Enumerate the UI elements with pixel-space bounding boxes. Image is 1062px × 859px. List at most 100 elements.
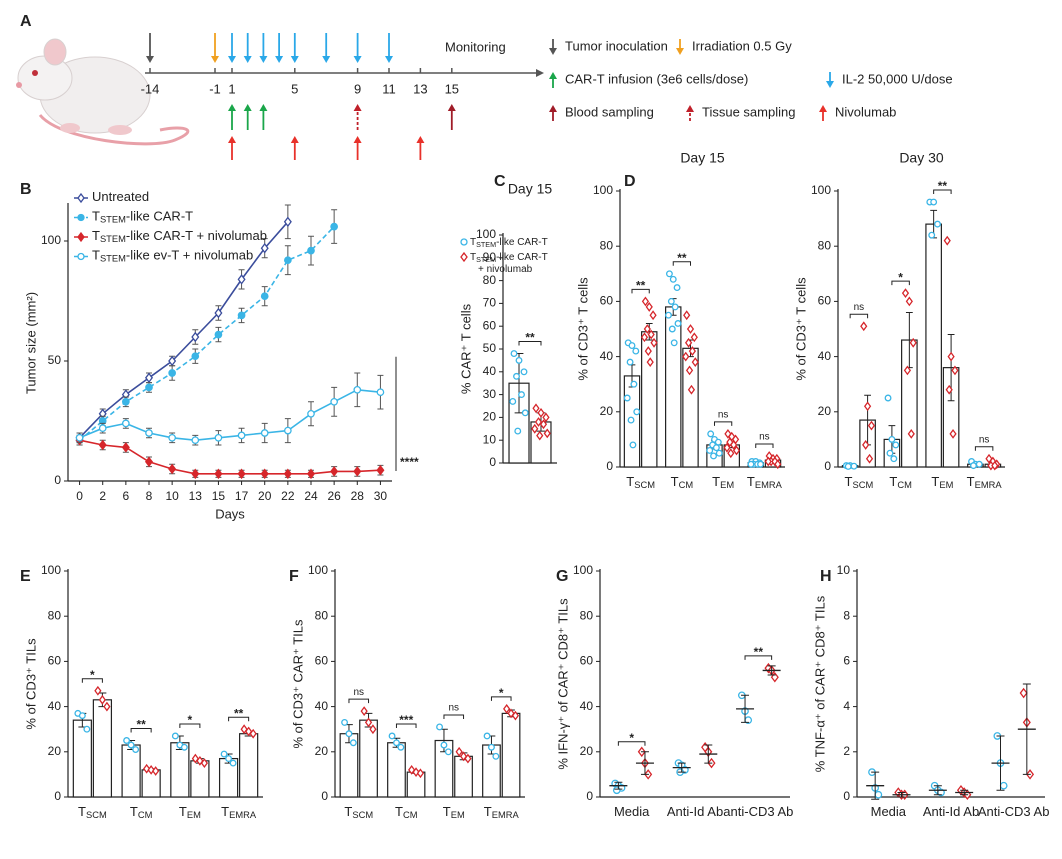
point	[930, 198, 938, 206]
x-tick-label: Media	[614, 804, 650, 819]
point	[376, 464, 385, 476]
legend-label: CAR-T infusion (3e6 cells/dose)	[565, 71, 748, 86]
chart-title: Day 15	[680, 150, 725, 166]
panel-letter: F	[289, 568, 299, 585]
x-tick-label: TEMRA​	[967, 474, 1003, 490]
significance-bracket	[933, 189, 952, 195]
point	[388, 732, 396, 740]
point	[307, 246, 315, 255]
point	[850, 462, 858, 470]
timeline-end-label: Monitoring	[445, 39, 506, 54]
y-tick-label: 60	[483, 318, 497, 332]
y-axis-label: % IFN-γ⁺ of CAR⁺ CD8⁺ TILs	[555, 598, 570, 770]
point	[706, 446, 714, 454]
point	[349, 739, 357, 747]
x-tick-label: TSCM​	[344, 804, 373, 820]
series-line	[79, 226, 335, 441]
point	[534, 417, 543, 427]
point	[888, 435, 896, 443]
timeline-tick-label: -1	[209, 81, 221, 96]
point	[970, 462, 977, 470]
significance-label: *	[90, 668, 95, 682]
series-line	[79, 439, 381, 475]
event-arrow-head	[228, 104, 236, 111]
y-tick-label: 20	[600, 404, 614, 418]
point	[715, 449, 723, 457]
point	[191, 352, 200, 361]
event-arrow-head	[228, 56, 236, 63]
legend-arrow-head	[676, 48, 684, 55]
point	[412, 767, 420, 778]
point	[518, 391, 525, 399]
y-tick-label: 0	[54, 473, 61, 487]
y-axis-label: % of CD3⁺ T cells	[575, 277, 590, 381]
point	[98, 424, 107, 433]
x-tick-label: 0	[76, 489, 83, 503]
mouse-head	[17, 55, 73, 101]
point	[488, 743, 495, 751]
point	[665, 311, 672, 319]
point	[683, 310, 691, 321]
point	[152, 766, 160, 776]
point	[670, 339, 678, 347]
event-arrow	[290, 136, 299, 160]
x-tick-label: 17	[235, 489, 249, 503]
x-tick-label: TEMRA​	[484, 804, 520, 820]
point	[284, 426, 292, 435]
point	[191, 468, 200, 480]
x-tick-label: 10	[165, 489, 179, 503]
point	[1019, 687, 1028, 699]
point	[364, 717, 373, 728]
point	[531, 423, 539, 434]
point	[865, 453, 874, 464]
significance-bracket	[395, 723, 417, 728]
legend-label: Untreated	[92, 189, 149, 204]
point	[408, 764, 416, 775]
point	[249, 728, 257, 739]
legend-marker	[460, 238, 468, 246]
event-arrow	[146, 33, 154, 63]
legend-label: TSTEM-like ev-T + nivolumab	[92, 248, 253, 264]
significance-label: ns	[979, 434, 990, 445]
bar	[925, 223, 942, 468]
point	[307, 409, 315, 418]
point	[886, 449, 894, 457]
significance-bracket	[228, 716, 250, 722]
point	[665, 270, 673, 278]
event-arrow	[211, 33, 219, 63]
significance-bracket	[443, 714, 465, 719]
x-tick-label: Media	[871, 804, 907, 819]
y-tick-label: 20	[580, 744, 594, 758]
y-tick-label: 80	[580, 608, 594, 622]
significance-bracket	[672, 261, 692, 266]
point	[764, 456, 772, 467]
legend-arrow	[549, 39, 557, 55]
legend-marker	[77, 252, 85, 261]
series-line	[78, 221, 289, 439]
point	[687, 384, 696, 395]
point	[345, 730, 353, 738]
significance-label: *	[499, 686, 504, 700]
mouse-foot	[60, 123, 80, 133]
y-axis-label: Tumor size (mm²)	[23, 292, 38, 394]
significance-label: ***	[399, 713, 413, 727]
point	[673, 284, 681, 292]
event-arrow	[243, 33, 252, 63]
significance-label: *	[898, 270, 903, 284]
point	[103, 701, 111, 712]
point	[757, 460, 764, 468]
y-tick-label: 90	[483, 250, 497, 264]
mouse-nose	[16, 82, 22, 88]
y-tick-label: 0	[606, 459, 613, 473]
point	[627, 416, 635, 424]
timeline-tick-label: 11	[382, 81, 396, 96]
point	[892, 441, 900, 449]
point	[180, 743, 188, 751]
x-tick-label: TEM​	[179, 804, 201, 820]
point	[237, 311, 246, 320]
y-tick-label: 30	[483, 387, 497, 401]
point	[376, 388, 385, 397]
significance-label: ****	[400, 455, 419, 469]
x-tick-label: 6	[123, 489, 130, 503]
point	[890, 455, 898, 463]
